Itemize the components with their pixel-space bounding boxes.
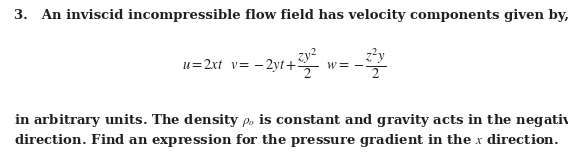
Text: $u=2xt\;\;\;v=-2yt+\dfrac{zy^2}{2}\;\;\;w=-\dfrac{z^2y}{2}$: $u=2xt\;\;\;v=-2yt+\dfrac{zy^2}{2}\;\;\;… <box>182 47 386 81</box>
Text: 3.   An inviscid incompressible flow field has velocity components given by,: 3. An inviscid incompressible flow field… <box>14 9 568 22</box>
Text: in arbitrary units. The density $\rho_o$ is constant and gravity acts in the neg: in arbitrary units. The density $\rho_o$… <box>14 112 568 129</box>
Text: direction. Find an expression for the pressure gradient in the $x$ direction.: direction. Find an expression for the pr… <box>14 132 559 149</box>
